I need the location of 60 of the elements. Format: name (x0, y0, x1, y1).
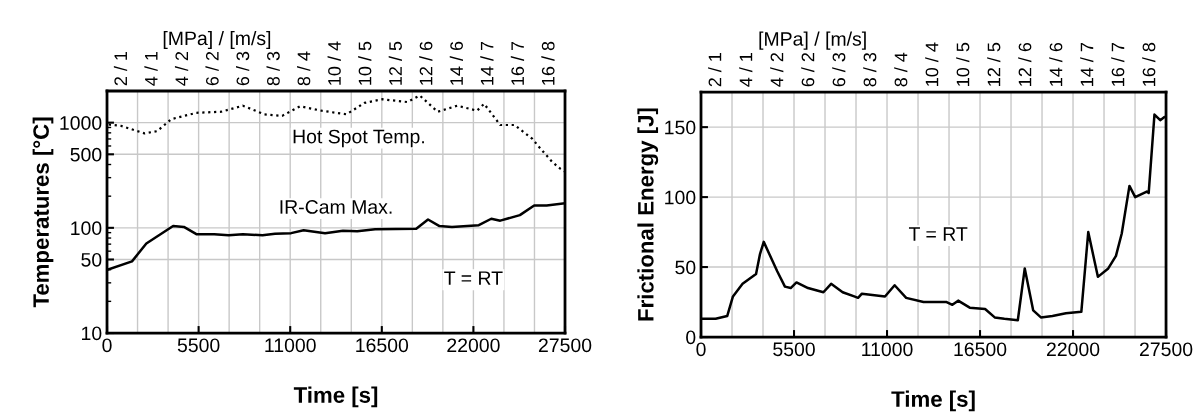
text: 2 / 1 (708, 53, 722, 87)
text: 8 / 4 (297, 51, 311, 86)
y-tick-label: 1000 (60, 116, 102, 130)
text: 16 / 8 (1142, 42, 1156, 86)
text: 12 / 5 (388, 41, 402, 85)
annotation: IR-Cam Max. (280, 200, 392, 214)
text: 16 / 7 (1111, 42, 1125, 86)
text: 12 / 5 (987, 42, 1001, 86)
text: 8 / 4 (894, 52, 908, 87)
x-tick-label: 0 (696, 342, 706, 357)
text: 14 / 6 (1049, 42, 1063, 86)
y-tick-label: 150 (665, 120, 696, 135)
x-tick-label: 11000 (265, 338, 316, 353)
x-tick-label: 27500 (538, 338, 592, 353)
text: 14 / 7 (480, 41, 494, 85)
x-tick-label: 5500 (773, 342, 815, 357)
text: 14 / 6 (449, 41, 463, 85)
annotation: T = RT (908, 227, 968, 241)
text: 10 / 4 (327, 41, 341, 85)
text: 10 / 5 (956, 42, 970, 86)
text: 6 / 3 (832, 52, 846, 87)
text: 14 / 7 (1080, 42, 1094, 86)
annotation: T = RT (444, 271, 503, 285)
x-tick-label: 5500 (177, 338, 220, 353)
x-tick-label: 16500 (356, 338, 409, 353)
text: 4 / 1 (739, 53, 753, 87)
text: 4 / 1 (144, 51, 158, 86)
text: 8 / 3 (863, 52, 877, 87)
x-tick-label: 11000 (862, 342, 913, 357)
y-axis-title: Temperatures [°C] (32, 117, 54, 308)
y-axis-title: Frictional Energy [J] (637, 108, 659, 321)
y-tick-label: 100 (665, 190, 696, 205)
text: 16 / 8 (541, 41, 555, 85)
text: 8 / 3 (266, 51, 280, 86)
y-tick-label: 500 (70, 147, 102, 162)
x-tick-label: 0 (102, 338, 112, 353)
x-axis-title: Time [s] (891, 390, 975, 412)
x-tick-label: 16500 (954, 342, 1007, 357)
text: 10 / 4 (925, 42, 939, 86)
annotation: Hot Spot Temp. (293, 129, 424, 148)
y-tick-label: 50 (675, 260, 696, 275)
text: 12 / 6 (1018, 42, 1032, 86)
x-tick-label: 22000 (1046, 342, 1100, 357)
text: 2 / 1 (113, 51, 128, 86)
x-tick-label: 27500 (1139, 342, 1193, 357)
text: 4 / 2 (770, 53, 784, 87)
text: 10 / 5 (358, 41, 372, 85)
text: 4 / 2 (174, 51, 189, 86)
text: 6 / 3 (235, 51, 250, 86)
x2-axis-title: [MPa] / [m/s] (163, 30, 271, 50)
x-tick-label: 22000 (447, 338, 500, 353)
text: 12 / 6 (419, 41, 433, 85)
y-tick-label: 100 (71, 221, 102, 236)
text: 6 / 2 (205, 51, 219, 86)
y-tick-label: 50 (81, 252, 102, 267)
x2-axis-title: [MPa] / [m/s] (759, 31, 866, 50)
text: 6 / 2 (801, 53, 815, 87)
y-tick-label: 10 (82, 326, 102, 341)
x-axis-title: Time [s] (293, 386, 378, 408)
text: 16 / 7 (510, 41, 525, 85)
